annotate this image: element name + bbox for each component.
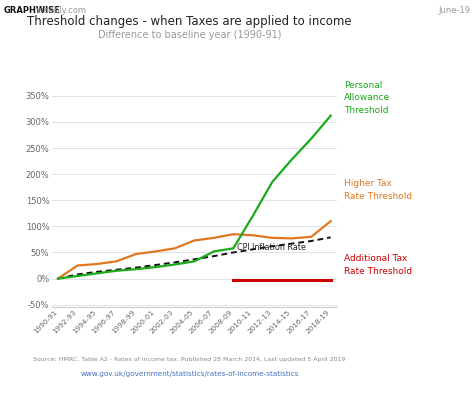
Text: Difference to baseline year (1990-91): Difference to baseline year (1990-91): [98, 30, 282, 39]
Text: www.gov.uk/government/statistics/rates-of-income-statistics: www.gov.uk/government/statistics/rates-o…: [81, 371, 299, 377]
Text: GRAPHWISE: GRAPHWISE: [4, 6, 61, 15]
Text: Higher Tax
Rate Threshold: Higher Tax Rate Threshold: [344, 179, 412, 201]
Text: Personal
Allowance
Threshold: Personal Allowance Threshold: [344, 81, 390, 115]
Text: Source: HMRC, Table A2 - Rates of income tax. Published 28 March 2014, Last upda: Source: HMRC, Table A2 - Rates of income…: [33, 357, 346, 362]
Text: CPI Inflation Rate: CPI Inflation Rate: [237, 243, 306, 252]
Text: Additional Tax
Rate Threshold: Additional Tax Rate Threshold: [344, 254, 412, 276]
Text: Threshold changes - when Taxes are applied to income: Threshold changes - when Taxes are appli…: [27, 15, 352, 28]
Text: June-19: June-19: [438, 6, 470, 15]
Text: .weebly.com: .weebly.com: [34, 6, 86, 15]
